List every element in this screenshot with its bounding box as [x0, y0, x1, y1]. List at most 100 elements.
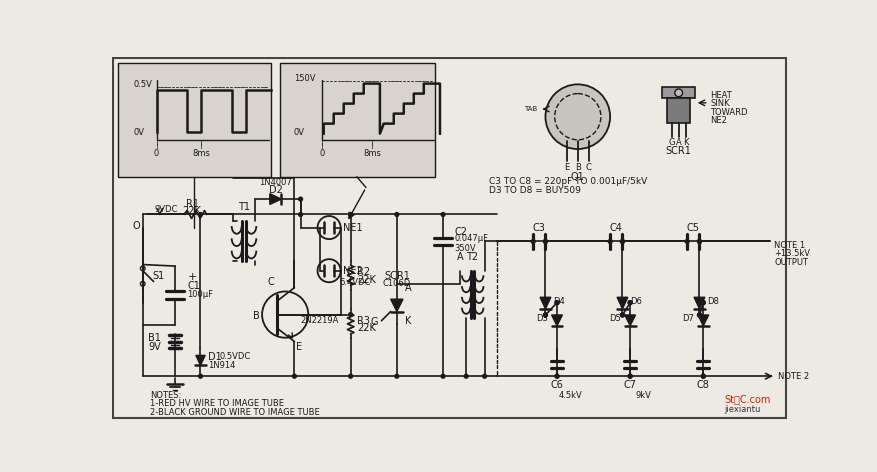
Circle shape	[543, 313, 546, 317]
Polygon shape	[617, 297, 627, 309]
Circle shape	[464, 374, 467, 378]
Circle shape	[554, 374, 559, 378]
Bar	[280, 63, 435, 177]
Circle shape	[696, 313, 701, 317]
Text: R2: R2	[356, 267, 369, 277]
Text: NE2: NE2	[709, 116, 726, 125]
Text: C106D: C106D	[382, 279, 410, 288]
Text: A: A	[675, 138, 681, 147]
Text: D3 TO D8 = BUY509: D3 TO D8 = BUY509	[488, 186, 581, 195]
Text: 22K: 22K	[356, 323, 375, 333]
Text: 1-RED HV WIRE TO IMAGE TUBE: 1-RED HV WIRE TO IMAGE TUBE	[150, 399, 284, 408]
Text: TAB: TAB	[524, 106, 537, 112]
Circle shape	[620, 313, 624, 317]
Text: 150V: 150V	[293, 74, 315, 83]
Circle shape	[545, 84, 610, 149]
Text: S1: S1	[152, 271, 164, 281]
Text: C2: C2	[454, 227, 467, 237]
Circle shape	[684, 239, 688, 244]
Polygon shape	[539, 297, 550, 309]
Text: T2: T2	[466, 252, 478, 262]
Text: C: C	[267, 277, 275, 287]
Circle shape	[543, 239, 546, 244]
Text: D7: D7	[681, 313, 694, 322]
Text: D5: D5	[609, 313, 620, 322]
Circle shape	[348, 374, 353, 378]
Circle shape	[701, 301, 704, 304]
Circle shape	[696, 313, 701, 317]
Text: C: C	[585, 163, 591, 172]
Text: E: E	[296, 342, 302, 352]
Text: 2N2219A: 2N2219A	[300, 316, 339, 325]
Text: 0.047μF
350V: 0.047μF 350V	[454, 234, 488, 253]
Text: C3 TO C8 = 220pF TO 0.001μF/5kV: C3 TO C8 = 220pF TO 0.001μF/5kV	[488, 177, 646, 186]
Circle shape	[620, 239, 624, 244]
Text: C3: C3	[532, 223, 545, 233]
Text: 0.5V: 0.5V	[133, 80, 153, 89]
Text: NOTES:: NOTES:	[150, 391, 182, 400]
Text: G: G	[370, 317, 378, 327]
Circle shape	[628, 374, 631, 378]
Text: D2: D2	[268, 185, 282, 195]
Circle shape	[348, 212, 353, 217]
Polygon shape	[624, 315, 635, 326]
Circle shape	[198, 374, 203, 378]
Text: 6.4VDC: 6.4VDC	[339, 278, 370, 287]
Circle shape	[696, 239, 701, 244]
Circle shape	[696, 239, 701, 244]
Text: T1: T1	[238, 202, 249, 212]
Text: 0V: 0V	[293, 127, 304, 136]
Text: C1: C1	[187, 281, 200, 291]
Circle shape	[440, 374, 445, 378]
Text: 2-BLACK GROUND WIRE TO IMAGE TUBE: 2-BLACK GROUND WIRE TO IMAGE TUBE	[150, 408, 320, 417]
Bar	[118, 63, 270, 177]
Text: B1: B1	[148, 333, 161, 343]
Text: C6: C6	[550, 380, 563, 390]
Text: C5: C5	[686, 223, 699, 233]
Text: 100μF: 100μF	[187, 290, 213, 299]
Text: 9V: 9V	[148, 342, 161, 352]
Text: +13.5kV: +13.5kV	[774, 249, 809, 258]
Circle shape	[395, 374, 398, 378]
Text: D8: D8	[706, 296, 718, 305]
Circle shape	[701, 374, 704, 378]
Text: C8: C8	[696, 380, 709, 390]
Text: D4: D4	[553, 296, 564, 305]
Bar	[662, 87, 694, 98]
Text: D1: D1	[208, 352, 222, 362]
Circle shape	[620, 313, 624, 317]
Text: +: +	[187, 272, 196, 282]
Text: K: K	[404, 316, 410, 326]
Text: 0V: 0V	[133, 127, 145, 136]
Text: 0: 0	[153, 149, 159, 158]
Text: R1: R1	[185, 200, 198, 210]
Text: E: E	[564, 163, 569, 172]
Circle shape	[628, 301, 631, 304]
Text: NOTE 2: NOTE 2	[777, 371, 809, 381]
Text: NE1: NE1	[343, 223, 362, 233]
Text: OUTPUT: OUTPUT	[774, 258, 807, 267]
Circle shape	[554, 301, 559, 304]
Text: A: A	[404, 283, 410, 293]
Text: TOWARD: TOWARD	[709, 108, 747, 117]
Circle shape	[348, 312, 353, 317]
Text: 0: 0	[319, 149, 324, 158]
Circle shape	[701, 374, 704, 378]
Circle shape	[608, 239, 611, 244]
Circle shape	[620, 239, 624, 244]
Circle shape	[298, 212, 303, 217]
Polygon shape	[551, 315, 562, 326]
Polygon shape	[697, 315, 708, 326]
Text: SCR1: SCR1	[383, 271, 410, 281]
Text: 9VDC: 9VDC	[154, 204, 177, 214]
Circle shape	[198, 212, 203, 217]
Text: St且C.com: St且C.com	[724, 394, 770, 405]
Text: O: O	[132, 221, 139, 231]
Circle shape	[482, 374, 486, 378]
Text: K: K	[682, 138, 688, 147]
Circle shape	[543, 313, 546, 317]
Text: 8ms: 8ms	[363, 149, 381, 158]
Circle shape	[554, 301, 559, 304]
Text: SINK: SINK	[709, 99, 729, 108]
Text: Q1: Q1	[570, 172, 584, 182]
